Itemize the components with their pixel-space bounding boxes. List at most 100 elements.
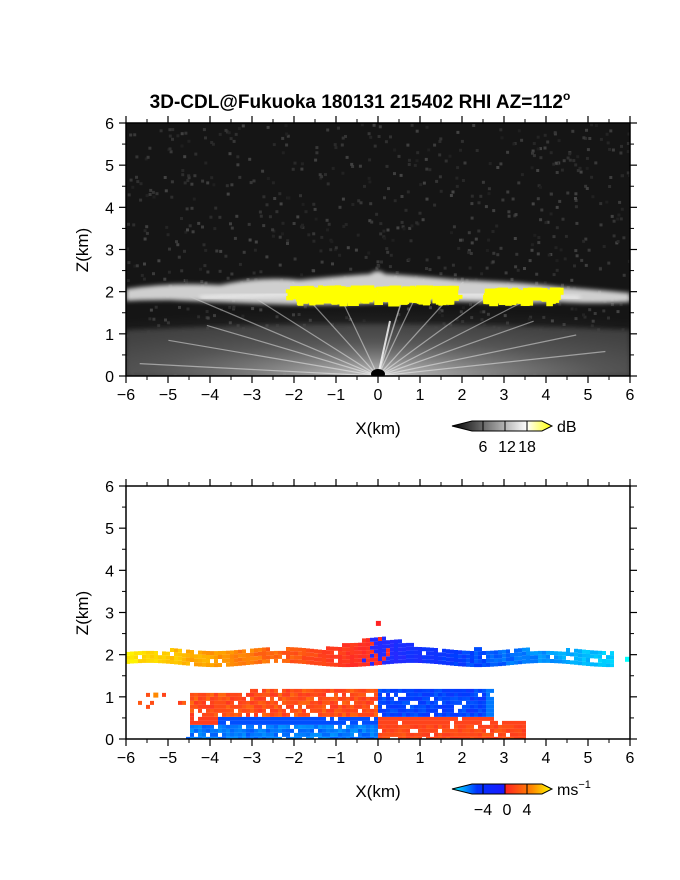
velocity-pixel <box>342 692 346 697</box>
velocity-pixel <box>202 720 206 725</box>
velocity-pixel <box>374 696 378 701</box>
noise-pixel <box>300 162 304 166</box>
velocity-pixel <box>126 651 130 656</box>
velocity-pixel <box>454 736 458 739</box>
noise-pixel <box>418 211 422 215</box>
velocity-pixel <box>326 724 330 729</box>
velocity-pixel <box>226 650 230 655</box>
velocity-pixel <box>478 696 482 701</box>
noise-pixel <box>594 124 598 127</box>
velocity-pixel <box>226 692 230 697</box>
velocity-pixel <box>338 659 342 663</box>
noise-pixel <box>584 263 588 267</box>
velocity-pixel <box>246 724 250 729</box>
velocity-pixel <box>290 720 294 725</box>
velocity-pixel <box>378 700 382 705</box>
noise-pixel <box>561 283 564 287</box>
velocity-pixel <box>478 663 482 668</box>
velocity-pixel <box>610 659 614 664</box>
noise-pixel <box>616 217 620 221</box>
velocity-pixel <box>330 654 334 659</box>
yellow-echo-pixel <box>416 291 427 298</box>
noise-pixel <box>126 247 130 251</box>
noise-pixel <box>357 199 361 203</box>
velocity-pixel <box>242 696 246 701</box>
velocity-pixel <box>350 736 354 739</box>
velocity-pixel <box>306 692 310 697</box>
velocity-pixel <box>318 720 322 725</box>
yellow-echo-pixel <box>443 286 450 291</box>
velocity-pixel <box>250 652 254 657</box>
velocity-pixel <box>514 736 518 739</box>
noise-pixel <box>402 227 406 231</box>
velocity-pixel <box>402 647 406 652</box>
velocity-pixel <box>198 728 202 733</box>
velocity-pixel <box>334 646 338 651</box>
noise-pixel <box>201 225 204 229</box>
near-site-echo <box>126 300 630 376</box>
velocity-pixel <box>406 716 410 721</box>
velocity-pixel <box>238 708 242 713</box>
velocity-pixel <box>282 696 286 701</box>
velocity-pixel <box>310 652 314 657</box>
velocity-pixel <box>350 663 354 667</box>
velocity-pixel <box>466 704 470 709</box>
velocity-pixel <box>406 688 410 693</box>
noise-pixel <box>369 135 373 139</box>
velocity-pixel <box>510 657 514 661</box>
velocity-pixel <box>174 652 178 657</box>
velocity-pixel <box>534 651 538 656</box>
velocity-pixel <box>238 700 242 705</box>
y-tick-label: 0 <box>105 732 114 749</box>
velocity-pixel <box>462 688 466 693</box>
velocity-pixel <box>446 728 450 733</box>
velocity-pixel <box>402 696 406 701</box>
noise-pixel <box>397 154 401 158</box>
noise-pixel <box>404 208 408 212</box>
velocity-pixel <box>562 655 566 660</box>
velocity-pixel <box>242 704 246 709</box>
velocity-pixel <box>290 655 294 660</box>
velocity-pixel <box>258 732 262 737</box>
velocity-pixel <box>446 700 450 705</box>
velocity-pixel <box>226 716 230 721</box>
velocity-pixel <box>262 728 266 733</box>
velocity-pixel <box>338 724 342 729</box>
velocity-pixel <box>402 720 406 725</box>
velocity-pixel <box>322 662 326 666</box>
noise-pixel <box>209 215 213 219</box>
noise-pixel <box>230 272 234 276</box>
yellow-echo-pixel <box>372 294 383 301</box>
velocity-pixel <box>178 652 182 657</box>
noise-pixel <box>626 171 630 175</box>
noise-pixel <box>193 174 197 178</box>
noise-pixel <box>590 123 594 127</box>
velocity-pixel <box>182 653 186 658</box>
velocity-pixel <box>302 712 306 717</box>
velocity-pixel <box>146 704 150 709</box>
velocity-pixel <box>582 653 586 658</box>
velocity-pixel <box>458 696 462 701</box>
velocity-pixel <box>314 724 318 729</box>
velocity-pixel <box>450 692 454 697</box>
velocity-pixel <box>438 688 442 693</box>
velocity-pixel <box>334 654 338 659</box>
velocity-pixel <box>366 724 370 729</box>
velocity-pixel <box>374 732 378 737</box>
y-tick-label: 1 <box>105 327 114 344</box>
velocity-pixel <box>438 656 442 661</box>
velocity-pixel <box>246 708 250 713</box>
velocity-pixel <box>398 639 402 644</box>
velocity-pixel <box>594 654 598 659</box>
velocity-pixel <box>274 654 278 659</box>
velocity-pixel <box>186 649 190 654</box>
velocity-pixel <box>486 704 490 709</box>
velocity-pixel <box>206 651 210 655</box>
noise-pixel <box>438 175 442 179</box>
velocity-pixel <box>326 696 330 701</box>
velocity-pixel <box>314 661 318 666</box>
noise-pixel <box>135 155 139 159</box>
velocity-pixel <box>150 650 154 655</box>
velocity-pixel <box>262 732 266 737</box>
velocity-pixel <box>258 716 262 721</box>
